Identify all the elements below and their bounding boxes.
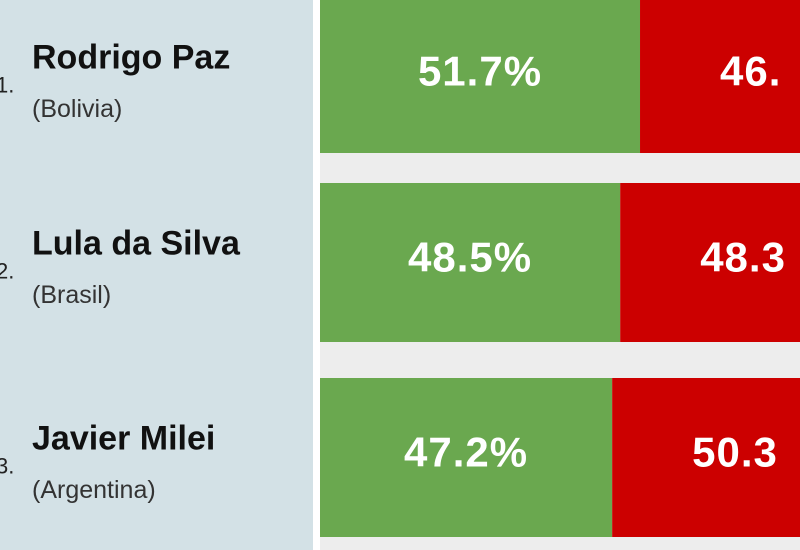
label-panel: [0, 0, 313, 550]
candidate-name: Rodrigo Paz: [32, 38, 230, 76]
rank: 3.: [0, 453, 14, 478]
candidate-name: Javier Milei: [32, 419, 215, 457]
value-label: 46.: [720, 48, 781, 95]
bar-segment: [640, 0, 800, 153]
value-label: 48.5%: [408, 234, 532, 281]
candidate-name: Lula da Silva: [32, 224, 241, 262]
value-label: 48.3: [700, 234, 786, 281]
rank: 2.: [0, 258, 14, 283]
value-label: 50.3: [692, 429, 778, 476]
divider: [313, 0, 320, 550]
country: (Bolivia): [32, 95, 122, 123]
country: (Brasil): [32, 281, 111, 309]
bar-segment: [620, 183, 800, 342]
bar-segment: [320, 0, 641, 153]
value-label: 47.2%: [404, 429, 528, 476]
bar-segment: [320, 183, 621, 342]
bar-segment: [612, 378, 800, 537]
rank: 1.: [0, 72, 14, 97]
value-label: 51.7%: [418, 48, 542, 95]
bar-segment: [320, 378, 613, 537]
country: (Argentina): [32, 476, 156, 504]
